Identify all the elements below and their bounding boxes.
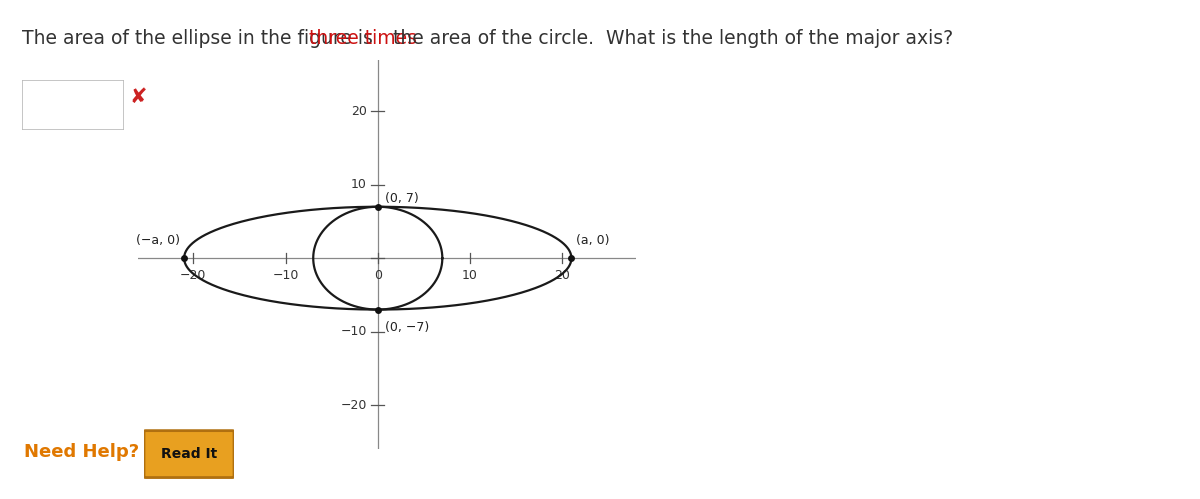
- Text: The area of the ellipse in the figure is: The area of the ellipse in the figure is: [22, 29, 378, 48]
- Text: (0, 7): (0, 7): [385, 192, 419, 205]
- Text: Need Help?: Need Help?: [24, 443, 139, 461]
- Text: the area of the circle.  What is the length of the major axis?: the area of the circle. What is the leng…: [386, 29, 953, 48]
- Text: 10: 10: [462, 269, 478, 282]
- Text: 10: 10: [350, 178, 367, 191]
- Text: −20: −20: [341, 399, 367, 412]
- Text: 20: 20: [554, 269, 570, 282]
- Text: (a, 0): (a, 0): [576, 234, 610, 247]
- Text: ✘: ✘: [130, 87, 148, 107]
- Text: −20: −20: [180, 269, 206, 282]
- Text: −10: −10: [341, 325, 367, 338]
- Text: Read It: Read It: [161, 447, 217, 461]
- Text: −10: −10: [272, 269, 299, 282]
- Text: (0, −7): (0, −7): [385, 320, 430, 334]
- FancyBboxPatch shape: [144, 431, 234, 478]
- Text: (−a, 0): (−a, 0): [136, 234, 180, 247]
- Text: 20: 20: [350, 105, 367, 118]
- Text: three times: three times: [310, 29, 418, 48]
- Text: 0: 0: [373, 269, 382, 282]
